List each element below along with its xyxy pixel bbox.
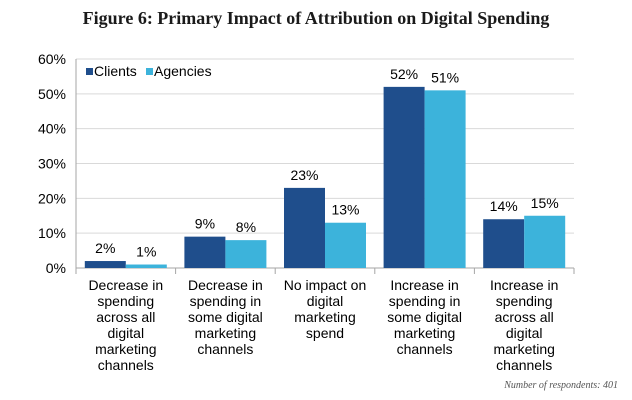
data-label-clients: 23% — [290, 167, 318, 183]
x-category-label-line: channels — [197, 341, 254, 357]
x-category-label-line: No impact on — [283, 277, 367, 293]
x-category-label-line: across all — [494, 309, 554, 325]
x-category-label-line: Decrease in — [88, 277, 164, 293]
data-label-agencies: 1% — [136, 244, 156, 260]
bar-agencies — [125, 264, 167, 268]
x-category-label: Increase in spending in some digital market… — [377, 277, 473, 357]
x-category-label-line: channels — [496, 357, 553, 373]
y-tick-label: 40% — [38, 121, 66, 137]
x-category-label-line: marketing — [393, 325, 456, 341]
respondents-footnote: Number of respondents: 401 — [504, 380, 618, 391]
x-category-label-line: Increase in — [489, 277, 559, 293]
bar-agencies — [225, 240, 267, 268]
y-tick-label: 20% — [38, 190, 66, 206]
x-category-label: No impact on digital marketing spend — [277, 277, 373, 341]
data-label-clients: 9% — [195, 216, 215, 232]
x-category-label-line: spending — [495, 293, 553, 309]
x-category-label-line: spending in — [189, 293, 262, 309]
data-label-clients: 52% — [390, 66, 418, 82]
x-category-label-line: marketing — [95, 341, 157, 357]
bar-agencies — [325, 222, 366, 268]
bar-clients — [184, 236, 226, 268]
x-category-label-line: channels — [396, 341, 453, 357]
x-category-label-line: Increase in — [390, 277, 459, 293]
bar-clients — [284, 187, 325, 268]
x-category-label-line: across all — [96, 309, 156, 325]
bar-clients — [483, 219, 525, 268]
x-category-label: Increase in spending across all digital mark… — [476, 277, 572, 373]
legend-label: Clients — [94, 63, 137, 79]
x-category-label-line: spending in — [388, 293, 461, 309]
x-category-label-line: digital — [107, 325, 145, 341]
bar-clients — [383, 86, 425, 268]
legend-swatch — [146, 68, 153, 75]
x-category-label-line: channels — [97, 357, 154, 373]
data-label-agencies: 8% — [236, 219, 256, 235]
y-tick-label: 10% — [38, 225, 66, 241]
x-category-label-line: some digital — [188, 309, 263, 325]
y-tick-label: 0% — [46, 260, 66, 276]
y-tick-label: 50% — [38, 86, 66, 102]
y-tick-label: 60% — [38, 51, 66, 67]
bar-agencies — [424, 90, 466, 268]
x-category-label-line: digital — [306, 293, 344, 309]
x-category-label-line: marketing — [493, 341, 555, 357]
x-category-label-line: Decrease in — [188, 277, 263, 293]
x-category-label-line: marketing — [194, 325, 257, 341]
legend-label: Agencies — [154, 63, 212, 79]
chart-title: Figure 6: Primary Impact of Attribution … — [82, 8, 550, 28]
legend-swatch — [86, 68, 93, 75]
data-label-agencies: 13% — [331, 202, 359, 218]
x-category-label-line: spending — [97, 293, 155, 309]
bar-clients — [84, 261, 126, 268]
data-label-clients: 2% — [95, 240, 115, 256]
y-tick-label: 30% — [38, 156, 66, 172]
data-label-agencies: 51% — [431, 69, 459, 85]
x-category-label-line: digital — [505, 325, 543, 341]
data-label-agencies: 15% — [531, 195, 559, 211]
bar-agencies — [524, 215, 566, 268]
x-category-label: Decrease in spending across all digital mark… — [78, 277, 174, 373]
data-label-clients: 14% — [490, 198, 518, 214]
x-category-label-line: spend — [305, 325, 345, 341]
x-category-label-line: marketing — [294, 309, 356, 325]
x-category-label-line: some digital — [387, 309, 462, 325]
x-category-label: Decrease in spending in some digital market… — [177, 277, 273, 357]
